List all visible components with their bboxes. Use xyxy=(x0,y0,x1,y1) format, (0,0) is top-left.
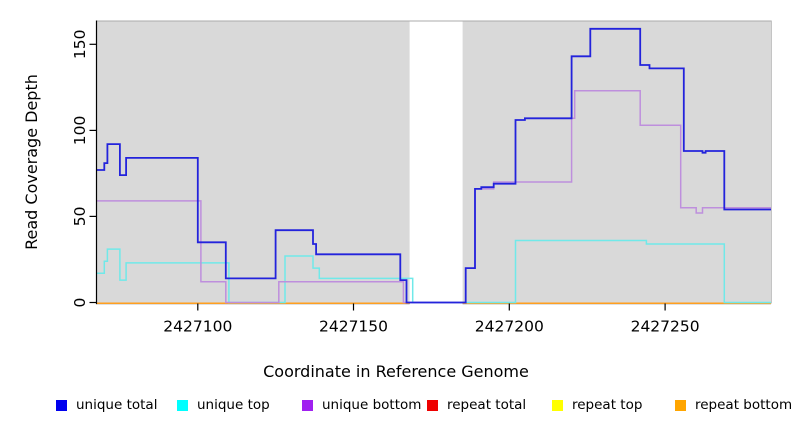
legend: unique total unique top unique bottom repea… xyxy=(0,397,792,425)
legend-item-unique-total: unique total xyxy=(56,397,158,413)
legend-label-repeat-top: repeat top xyxy=(572,397,643,413)
legend-label-unique-total: unique total xyxy=(76,397,158,413)
legend-label-unique-top: unique top xyxy=(197,397,270,413)
legend-swatch-repeat-total xyxy=(427,400,438,412)
legend-label-unique-bottom: unique bottom xyxy=(322,397,422,413)
legend-swatch-repeat-top xyxy=(552,400,563,412)
legend-swatch-repeat-bottom xyxy=(675,400,686,412)
legend-item-unique-top: unique top xyxy=(177,397,270,413)
y-tick-label: 150 xyxy=(71,30,89,60)
legend-item-repeat-top: repeat top xyxy=(552,397,643,413)
y-axis-title: Read Coverage Depth xyxy=(22,74,41,250)
legend-item-repeat-bottom: repeat bottom xyxy=(675,397,792,413)
series-line-unique-total xyxy=(96,27,771,304)
x-tick-label: 2427200 xyxy=(475,318,544,336)
legend-item-unique-bottom: unique bottom xyxy=(302,397,422,413)
legend-swatch-unique-total xyxy=(56,400,67,412)
x-tick-label: 2427250 xyxy=(631,318,700,336)
legend-swatch-unique-top xyxy=(177,400,188,412)
x-tick-label: 2427150 xyxy=(319,318,388,336)
legend-swatch-unique-bottom xyxy=(302,400,313,412)
legend-item-repeat-total: repeat total xyxy=(427,397,527,413)
legend-label-repeat-total: repeat total xyxy=(447,397,527,413)
y-tick-label: 100 xyxy=(71,116,89,146)
y-tick-label: 50 xyxy=(71,207,89,227)
legend-label-repeat-bottom: repeat bottom xyxy=(695,397,792,413)
y-tick-label: 0 xyxy=(71,298,89,308)
no-data-gap xyxy=(409,21,463,306)
x-axis-title: Coordinate in Reference Genome xyxy=(263,362,529,381)
x-tick-label: 2427100 xyxy=(163,318,232,336)
series-line-unique-top xyxy=(96,239,771,304)
